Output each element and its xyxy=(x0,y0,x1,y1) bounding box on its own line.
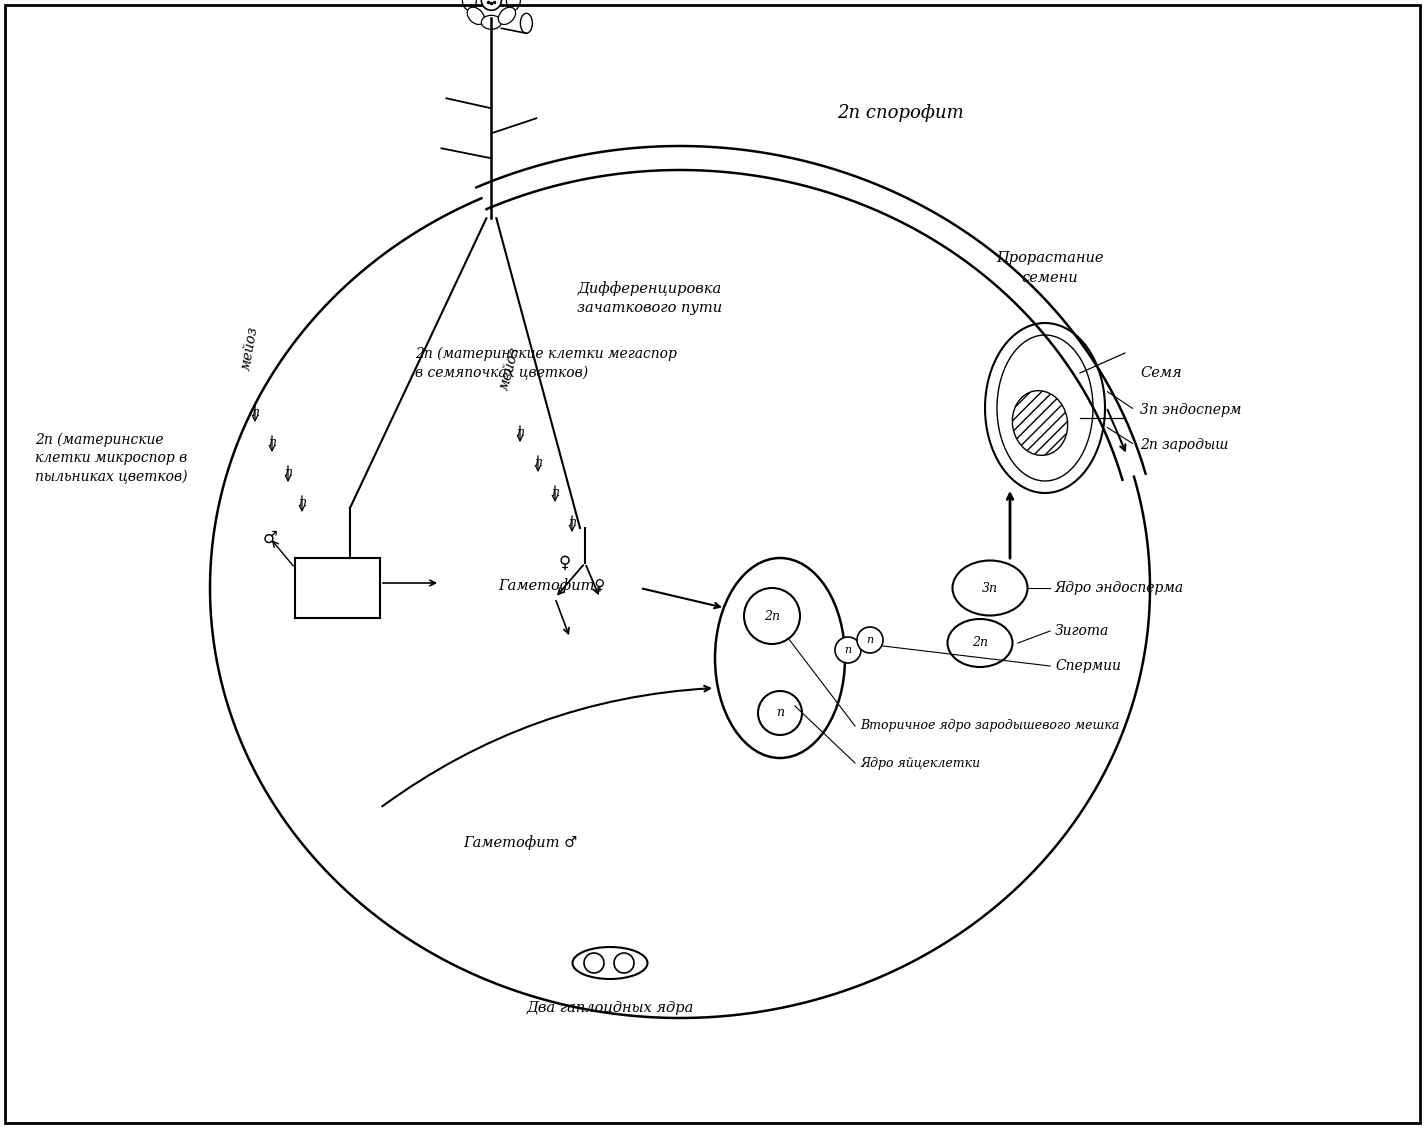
Text: n: n xyxy=(251,406,259,420)
Ellipse shape xyxy=(952,561,1027,616)
Text: 2n зародыш: 2n зародыш xyxy=(1140,438,1228,452)
Text: n: n xyxy=(516,426,524,440)
Text: n: n xyxy=(268,437,276,449)
Text: Ядро яйцеклетки: Ядро яйцеклетки xyxy=(861,757,980,769)
Text: Прорастание
семени: Прорастание семени xyxy=(996,252,1104,284)
Text: Дифференцировка
зачаткового пути: Дифференцировка зачаткового пути xyxy=(577,281,722,315)
Ellipse shape xyxy=(499,7,516,25)
Circle shape xyxy=(758,691,802,735)
Text: Вторичное ядро зародышевого мешка: Вторичное ядро зародышевого мешка xyxy=(861,720,1120,732)
Text: 3n эндосперм: 3n эндосперм xyxy=(1140,403,1241,417)
Circle shape xyxy=(744,588,799,644)
Ellipse shape xyxy=(520,14,533,34)
Circle shape xyxy=(584,953,604,973)
Ellipse shape xyxy=(573,948,647,979)
Circle shape xyxy=(835,637,861,663)
Text: Спермии: Спермии xyxy=(1054,659,1121,673)
Text: 2n спорофит: 2n спорофит xyxy=(836,104,963,122)
Text: Два гаплоидных ядра: Два гаплоидных ядра xyxy=(526,1001,694,1015)
Text: n: n xyxy=(534,457,542,469)
Text: ♂: ♂ xyxy=(262,529,278,547)
Ellipse shape xyxy=(715,558,845,758)
Text: n: n xyxy=(551,486,559,500)
Text: n: n xyxy=(866,635,874,645)
Circle shape xyxy=(614,953,634,973)
Circle shape xyxy=(482,0,502,10)
Text: n: n xyxy=(298,496,306,510)
Text: 3n: 3n xyxy=(982,582,998,594)
Ellipse shape xyxy=(1012,390,1067,456)
Text: мейоз: мейоз xyxy=(239,325,261,371)
Text: 2n: 2n xyxy=(764,609,779,623)
Ellipse shape xyxy=(462,0,476,10)
Text: Гаметофит♀: Гаметофит♀ xyxy=(497,579,606,593)
Text: ♀: ♀ xyxy=(559,554,571,572)
Ellipse shape xyxy=(948,619,1013,667)
Circle shape xyxy=(856,627,884,653)
Text: Зигота: Зигота xyxy=(1054,624,1109,638)
Text: Семя: Семя xyxy=(1140,365,1181,380)
Text: n: n xyxy=(777,706,784,720)
Text: n: n xyxy=(845,645,852,655)
Text: 2n (материнские
клетки микроспор в
пыльниках цветков): 2n (материнские клетки микроспор в пыльн… xyxy=(36,432,188,484)
Ellipse shape xyxy=(467,7,485,25)
Text: мейоз: мейоз xyxy=(497,345,523,391)
Text: n: n xyxy=(284,467,292,479)
Text: 2n (материнские клетки мегаспор
в семяпочках цветков): 2n (материнские клетки мегаспор в семяпо… xyxy=(415,346,677,380)
Ellipse shape xyxy=(482,16,502,29)
Text: n: n xyxy=(569,517,576,529)
Ellipse shape xyxy=(506,0,520,10)
Text: Гаметофит ♂: Гаметофит ♂ xyxy=(463,836,577,851)
Text: Ядро эндосперма: Ядро эндосперма xyxy=(1054,581,1184,594)
Text: 2n: 2n xyxy=(972,636,988,650)
